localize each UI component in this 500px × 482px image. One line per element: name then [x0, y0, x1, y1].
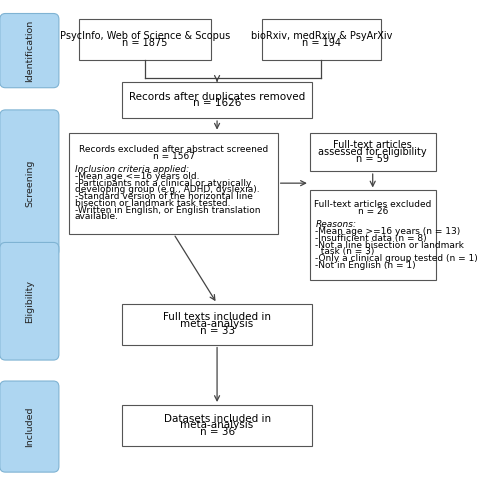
FancyBboxPatch shape — [262, 19, 380, 60]
Text: bioRxiv, medRxiv & PsyArXiv: bioRxiv, medRxiv & PsyArXiv — [250, 31, 392, 41]
Text: assessed for eligibility: assessed for eligibility — [318, 147, 427, 157]
Text: -Participants not a clinical or atypically: -Participants not a clinical or atypical… — [75, 179, 252, 187]
Text: Reasons:: Reasons: — [316, 220, 356, 229]
FancyBboxPatch shape — [0, 242, 59, 360]
Text: n = 194: n = 194 — [302, 38, 341, 48]
Text: Records excluded after abstract screened: Records excluded after abstract screened — [79, 145, 268, 154]
Text: Inclusion criteria applied:: Inclusion criteria applied: — [75, 165, 189, 174]
Text: n = 33: n = 33 — [200, 326, 234, 336]
FancyBboxPatch shape — [78, 19, 212, 60]
Text: -Mean age >=16 years (n = 13): -Mean age >=16 years (n = 13) — [316, 227, 460, 236]
Text: Records after duplicates removed: Records after duplicates removed — [129, 92, 305, 102]
Text: n = 1626: n = 1626 — [193, 98, 242, 108]
Text: Identification: Identification — [25, 19, 34, 82]
Text: -Mean age <=16 years old.: -Mean age <=16 years old. — [75, 172, 200, 181]
Text: n = 59: n = 59 — [356, 154, 389, 163]
Text: task (n = 3): task (n = 3) — [316, 247, 374, 256]
Text: developing group (e.g., ADHD, dyslexia).: developing group (e.g., ADHD, dyslexia). — [75, 186, 260, 194]
Text: meta-analysis: meta-analysis — [180, 420, 254, 430]
Text: Screening: Screening — [25, 160, 34, 207]
FancyBboxPatch shape — [0, 381, 59, 472]
Text: n = 36: n = 36 — [200, 427, 234, 437]
Text: n = 26: n = 26 — [358, 207, 388, 216]
Text: -Standard version of the horizontal line: -Standard version of the horizontal line — [75, 192, 253, 201]
FancyBboxPatch shape — [310, 190, 436, 280]
Text: n = 1875: n = 1875 — [122, 38, 168, 48]
FancyBboxPatch shape — [122, 405, 312, 446]
Text: PsycInfo, Web of Science & Scopus: PsycInfo, Web of Science & Scopus — [60, 31, 230, 41]
Text: -Written in English, or English translation: -Written in English, or English translat… — [75, 206, 260, 214]
FancyBboxPatch shape — [122, 82, 312, 118]
FancyBboxPatch shape — [0, 110, 59, 256]
Text: Full texts included in: Full texts included in — [163, 312, 271, 322]
Text: -Not in English (n = 1): -Not in English (n = 1) — [316, 261, 416, 270]
Text: Full-text articles: Full-text articles — [334, 140, 412, 150]
Text: meta-analysis: meta-analysis — [180, 319, 254, 329]
Text: Included: Included — [25, 406, 34, 447]
Text: available.: available. — [75, 213, 119, 221]
Text: bisection or landmark task tested.: bisection or landmark task tested. — [75, 199, 231, 208]
Text: -Only a clinical group tested (n = 1): -Only a clinical group tested (n = 1) — [316, 254, 478, 263]
FancyBboxPatch shape — [122, 304, 312, 345]
FancyBboxPatch shape — [0, 13, 59, 88]
Text: Full-text articles excluded: Full-text articles excluded — [314, 200, 432, 209]
Text: -Not a line bisection or landmark: -Not a line bisection or landmark — [316, 241, 464, 250]
FancyBboxPatch shape — [70, 133, 278, 234]
Text: Datasets included in: Datasets included in — [164, 414, 270, 424]
Text: -Insufficient data (n = 8): -Insufficient data (n = 8) — [316, 234, 427, 243]
FancyBboxPatch shape — [310, 133, 436, 171]
Text: n = 1567: n = 1567 — [152, 152, 194, 161]
Text: Eligibility: Eligibility — [25, 280, 34, 323]
